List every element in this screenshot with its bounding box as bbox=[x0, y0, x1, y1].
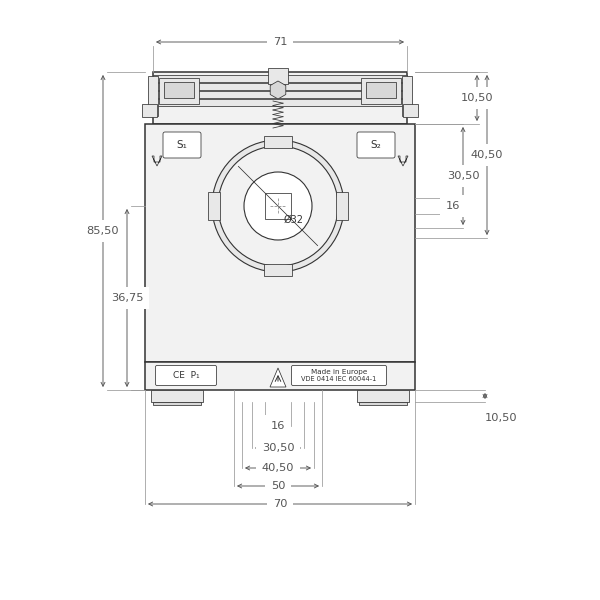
Bar bbox=[357, 390, 409, 402]
Bar bbox=[264, 264, 292, 276]
Text: Ø32: Ø32 bbox=[284, 215, 304, 225]
Bar bbox=[145, 362, 415, 390]
Text: VDE 0414 IEC 60044-1: VDE 0414 IEC 60044-1 bbox=[301, 376, 377, 382]
Bar bbox=[159, 78, 199, 104]
Bar bbox=[359, 402, 407, 405]
Bar bbox=[153, 72, 407, 124]
Bar bbox=[264, 136, 292, 148]
Text: S₂: S₂ bbox=[371, 140, 382, 150]
Text: 30,50: 30,50 bbox=[262, 443, 295, 453]
Bar bbox=[153, 83, 407, 90]
Bar bbox=[208, 192, 220, 220]
Polygon shape bbox=[270, 368, 286, 387]
Circle shape bbox=[218, 146, 338, 266]
Circle shape bbox=[212, 140, 344, 272]
FancyBboxPatch shape bbox=[155, 365, 217, 385]
Bar bbox=[402, 76, 412, 116]
Bar bbox=[336, 192, 348, 220]
Bar bbox=[268, 68, 288, 84]
Polygon shape bbox=[270, 81, 286, 99]
Bar bbox=[142, 104, 157, 117]
Bar bbox=[148, 76, 158, 116]
Text: 85,50: 85,50 bbox=[86, 226, 119, 236]
Bar bbox=[153, 99, 407, 106]
Text: 50: 50 bbox=[271, 481, 285, 491]
Text: CE  P₁: CE P₁ bbox=[173, 371, 199, 380]
Text: S₁: S₁ bbox=[176, 140, 187, 150]
Bar bbox=[153, 75, 407, 82]
Text: 16: 16 bbox=[446, 201, 460, 211]
Text: 71: 71 bbox=[273, 37, 287, 47]
Text: 10,50: 10,50 bbox=[485, 413, 517, 423]
Circle shape bbox=[244, 172, 312, 240]
Polygon shape bbox=[152, 156, 162, 166]
Bar bbox=[145, 124, 415, 362]
FancyBboxPatch shape bbox=[292, 365, 386, 385]
FancyBboxPatch shape bbox=[163, 132, 201, 158]
Text: Made in Europe: Made in Europe bbox=[311, 369, 367, 375]
Text: 40,50: 40,50 bbox=[262, 463, 294, 473]
Text: 16: 16 bbox=[271, 421, 285, 431]
Text: 40,50: 40,50 bbox=[471, 150, 503, 160]
Bar bbox=[366, 82, 396, 98]
Bar bbox=[265, 193, 291, 219]
Bar bbox=[151, 390, 203, 402]
Text: 36,75: 36,75 bbox=[111, 293, 143, 303]
Bar bbox=[164, 82, 194, 98]
Bar bbox=[153, 91, 407, 98]
Text: 70: 70 bbox=[273, 499, 287, 509]
Bar bbox=[361, 78, 401, 104]
Bar bbox=[403, 104, 418, 117]
Bar bbox=[153, 402, 201, 405]
Text: 30,50: 30,50 bbox=[446, 171, 479, 181]
Text: 10,50: 10,50 bbox=[461, 93, 493, 103]
FancyBboxPatch shape bbox=[357, 132, 395, 158]
Polygon shape bbox=[398, 156, 408, 166]
